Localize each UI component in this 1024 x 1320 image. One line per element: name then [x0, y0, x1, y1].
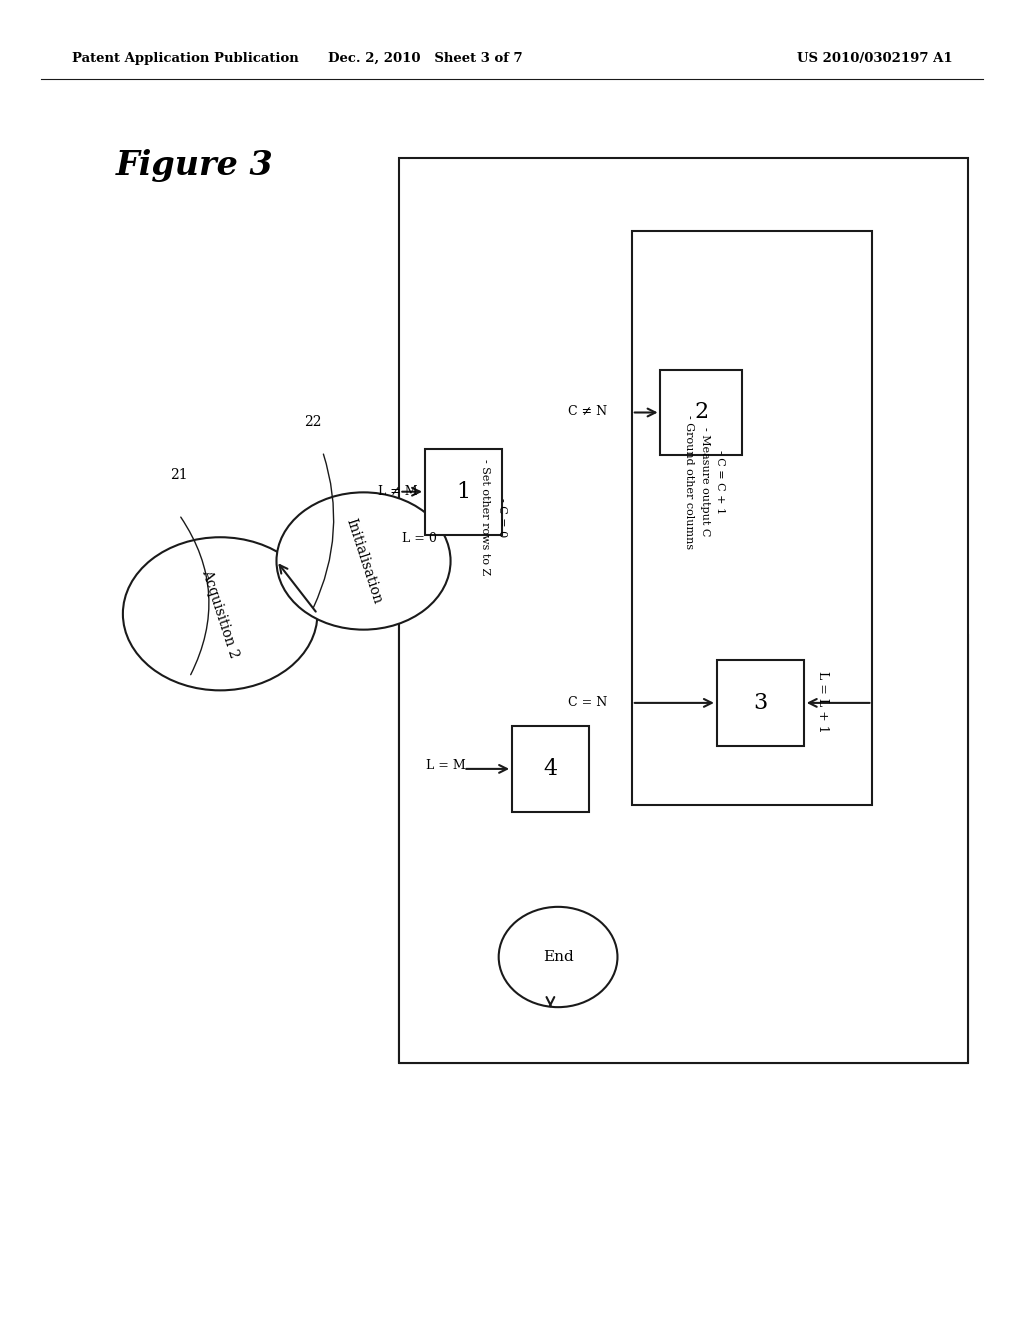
Bar	[425, 449, 502, 535]
Ellipse shape	[276, 492, 451, 630]
Text: Initialisation: Initialisation	[343, 516, 384, 606]
Text: 4: 4	[544, 758, 557, 780]
Bar	[660, 370, 742, 455]
Text: US 2010/0302197 A1: US 2010/0302197 A1	[797, 51, 952, 65]
Text: C ≠ N: C ≠ N	[568, 405, 607, 418]
Text: L ≠ M: L ≠ M	[378, 484, 418, 498]
Ellipse shape	[123, 537, 317, 690]
Text: Dec. 2, 2010   Sheet 3 of 7: Dec. 2, 2010 Sheet 3 of 7	[328, 51, 522, 65]
Text: 2: 2	[694, 401, 709, 424]
Text: L = 0: L = 0	[402, 532, 437, 545]
Text: Figure 3: Figure 3	[116, 149, 273, 181]
Text: C = N: C = N	[568, 696, 607, 709]
Text: - Set other rows to Z: - Set other rows to Z	[480, 459, 490, 576]
Text: 22: 22	[303, 416, 322, 429]
Text: Patent Application Publication: Patent Application Publication	[72, 51, 298, 65]
Text: 3: 3	[754, 692, 767, 714]
Text: 1: 1	[457, 480, 470, 503]
Bar	[399, 158, 968, 1063]
Text: - C = 0: - C = 0	[497, 498, 507, 537]
Text: - C = C + 1: - C = C + 1	[715, 450, 725, 513]
Text: - Measure output C: - Measure output C	[699, 428, 710, 536]
Bar	[717, 660, 804, 746]
Ellipse shape	[499, 907, 617, 1007]
Text: End: End	[543, 950, 573, 964]
Text: L = M: L = M	[426, 759, 466, 772]
Text: Acquisition 2: Acquisition 2	[200, 568, 241, 660]
Text: 21: 21	[170, 469, 188, 482]
Text: - Ground other columns: - Ground other columns	[684, 414, 694, 549]
Bar	[632, 231, 872, 805]
Text: L = L + 1: L = L + 1	[816, 672, 828, 733]
Bar	[512, 726, 589, 812]
